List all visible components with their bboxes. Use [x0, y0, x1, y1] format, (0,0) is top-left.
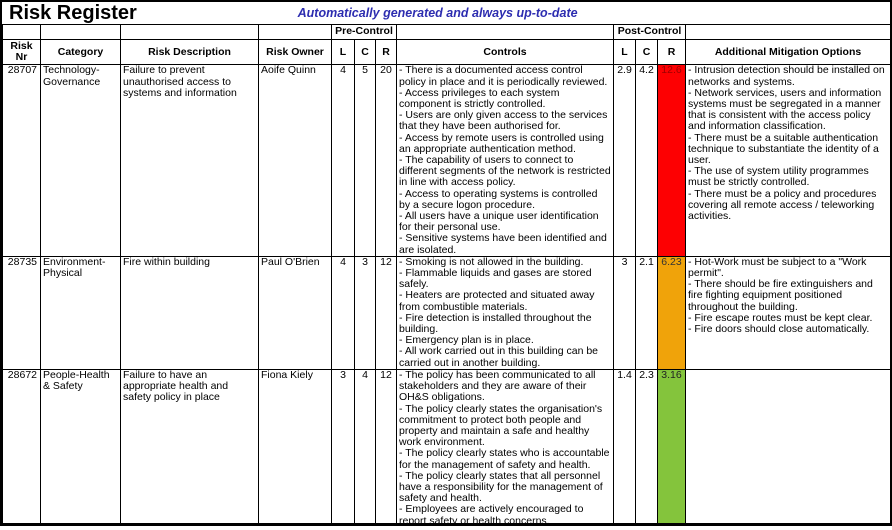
- pre-consequence-cell: 4: [354, 368, 376, 523]
- empty-header-cell: [2, 24, 41, 40]
- controls-cell: - The policy has been communicated to al…: [396, 368, 614, 523]
- col-header-category: Category: [40, 38, 121, 66]
- post-likelihood-cell: 1.4: [613, 368, 636, 523]
- post-rating-cell-low: 3.16: [656, 368, 687, 523]
- additional-mitigation-cell: - Hot-Work must be subject to a "Work pe…: [685, 255, 890, 370]
- col-header-risk-nr: Risk Nr: [2, 38, 41, 66]
- risk-description-cell: Failure to prevent unauthorised access t…: [120, 64, 259, 257]
- category-cell: Technology-Governance: [40, 64, 121, 257]
- page-title: Risk Register: [9, 2, 137, 24]
- empty-header-cell: [120, 24, 259, 40]
- col-header-pre-r: R: [375, 38, 397, 66]
- risk-nr-cell: 28672: [2, 368, 41, 523]
- post-consequence-cell: 4.2: [635, 64, 658, 257]
- table-row: 28735 Environment-Physical Fire within b…: [2, 255, 890, 370]
- empty-header-cell: [40, 24, 121, 40]
- category-cell: People-Health & Safety: [40, 368, 121, 523]
- group-header-row: Pre-Control Post-Control: [2, 24, 890, 40]
- additional-mitigation-cell: [685, 368, 890, 523]
- additional-mitigation-cell: - Intrusion detection should be installe…: [685, 64, 890, 257]
- pre-likelihood-cell: 3: [331, 368, 355, 523]
- empty-header-cell: [685, 24, 890, 40]
- risk-table: Pre-Control Post-Control Risk Nr Categor…: [2, 24, 890, 523]
- col-header-controls: Controls: [396, 38, 614, 66]
- table-row: 28707 Technology-Governance Failure to p…: [2, 64, 890, 257]
- pre-likelihood-cell: 4: [331, 64, 355, 257]
- table-header: Pre-Control Post-Control Risk Nr Categor…: [2, 24, 890, 66]
- title-band: Risk Register Automatically generated an…: [2, 2, 890, 24]
- col-header-post-r: R: [656, 38, 687, 66]
- post-rating-cell-high: 12.6: [656, 64, 687, 257]
- risk-owner-cell: Fiona Kiely: [258, 368, 332, 523]
- controls-cell: - Smoking is not allowed in the building…: [396, 255, 614, 370]
- post-consequence-cell: 2.3: [635, 368, 658, 523]
- pre-consequence-cell: 3: [354, 255, 376, 370]
- category-cell: Environment-Physical: [40, 255, 121, 370]
- col-header-pre-l: L: [331, 38, 355, 66]
- post-control-group-header: Post-Control: [612, 24, 687, 40]
- pre-likelihood-cell: 4: [331, 255, 355, 370]
- pre-rating-cell: 12: [375, 255, 397, 370]
- col-header-post-c: C: [635, 38, 658, 66]
- pre-consequence-cell: 5: [354, 64, 376, 257]
- post-likelihood-cell: 2.9: [613, 64, 636, 257]
- risk-description-cell: Fire within building: [120, 255, 259, 370]
- table-body: 28707 Technology-Governance Failure to p…: [2, 64, 890, 523]
- pre-control-group-header: Pre-Control: [331, 24, 397, 40]
- risk-owner-cell: Aoife Quinn: [258, 64, 332, 257]
- risk-description-cell: Failure to have an appropriate health an…: [120, 368, 259, 523]
- pre-rating-cell: 20: [375, 64, 397, 257]
- col-header-risk-description: Risk Description: [120, 38, 259, 66]
- empty-header-cell: [396, 24, 614, 40]
- col-header-post-l: L: [613, 38, 636, 66]
- post-likelihood-cell: 3: [613, 255, 636, 370]
- table-row: 28672 People-Health & Safety Failure to …: [2, 368, 890, 523]
- col-header-additional-mitigation: Additional Mitigation Options: [685, 38, 890, 66]
- controls-cell: - There is a documented access control p…: [396, 64, 614, 257]
- empty-header-cell: [258, 24, 332, 40]
- auto-generated-note: Automatically generated and always up-to…: [297, 6, 578, 20]
- col-header-risk-owner: Risk Owner: [258, 38, 332, 66]
- col-header-pre-c: C: [354, 38, 376, 66]
- column-header-row: Risk Nr Category Risk Description Risk O…: [2, 38, 890, 66]
- risk-owner-cell: Paul O'Brien: [258, 255, 332, 370]
- post-consequence-cell: 2.1: [635, 255, 658, 370]
- risk-nr-cell: 28735: [2, 255, 41, 370]
- risk-nr-cell: 28707: [2, 64, 41, 257]
- pre-rating-cell: 12: [375, 368, 397, 523]
- post-rating-cell-medium: 6.23: [656, 255, 687, 370]
